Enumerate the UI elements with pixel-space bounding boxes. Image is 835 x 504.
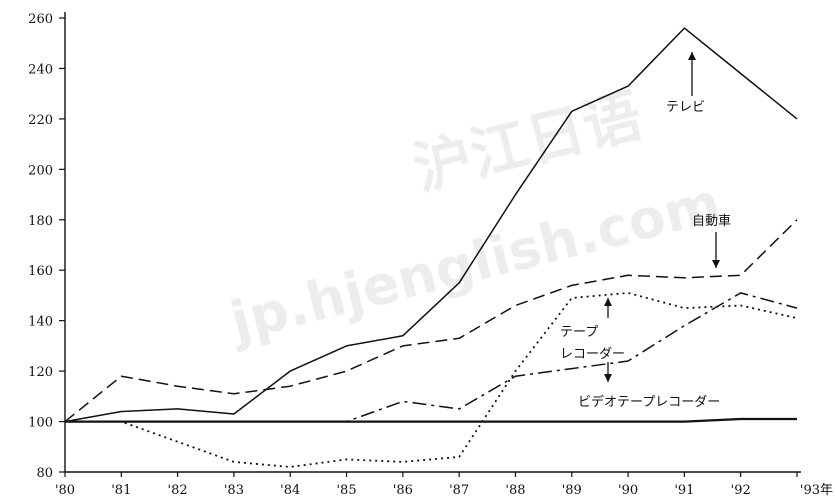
x-tick-label: '91: [674, 483, 694, 498]
watermark-line-2: jp.hjenglish.com: [222, 171, 726, 354]
x-tick-label: '83: [224, 483, 244, 498]
axes: 80 100 120 140 160 180 200 220 240 260 '80 '81 '82 '8…: [28, 12, 833, 498]
video-arrow-head: [604, 374, 612, 382]
y-tick-label: 180: [28, 214, 53, 229]
y-tick-label: 240: [28, 62, 53, 77]
y-tick-label: 100: [28, 416, 53, 431]
x-tick-label: '90: [618, 483, 638, 498]
series-layer: [64, 27, 798, 468]
x-tick-label: '81: [111, 483, 131, 498]
watermark-line-1: 沪江日语: [407, 81, 649, 203]
series-annotation-2: 自動車: [692, 214, 731, 229]
series-line-5: [65, 417, 797, 423]
y-tick-label: 260: [28, 12, 53, 27]
x-tick-label: '86: [393, 483, 413, 498]
y-tick-label: 120: [28, 365, 53, 380]
x-tick-label: '88: [505, 483, 525, 498]
x-tick-label: '84: [280, 483, 300, 498]
y-tick-label: 160: [28, 264, 53, 279]
tv-arrow-head: [688, 52, 696, 60]
x-tick-label: '82: [168, 483, 188, 498]
series-annotation-4: レコーダー: [560, 347, 625, 362]
y-tick-label: 80: [36, 466, 53, 481]
x-tick-label: '92: [731, 483, 751, 498]
series-line-1: [64, 27, 798, 423]
series-annotation-3: テープ: [560, 325, 598, 340]
series-annotation-5: ビデオテープレコーダー: [578, 394, 720, 410]
series-annotation-1: テレビ: [666, 100, 705, 115]
x-tick-label: '80: [55, 483, 75, 498]
y-tick-label: 140: [28, 315, 53, 330]
y-tick-label: 220: [28, 113, 53, 128]
x-tick-label: '85: [336, 483, 356, 498]
x-tick-label: '93年: [800, 483, 833, 498]
series-line-3: [65, 291, 798, 468]
x-tick-label: '87: [449, 483, 469, 498]
x-tick-label: '89: [562, 483, 582, 498]
tape-arrow-head: [604, 298, 612, 306]
car-arrow-head: [712, 260, 720, 268]
series-line-2: [64, 219, 798, 423]
y-tick-label: 200: [28, 163, 53, 178]
